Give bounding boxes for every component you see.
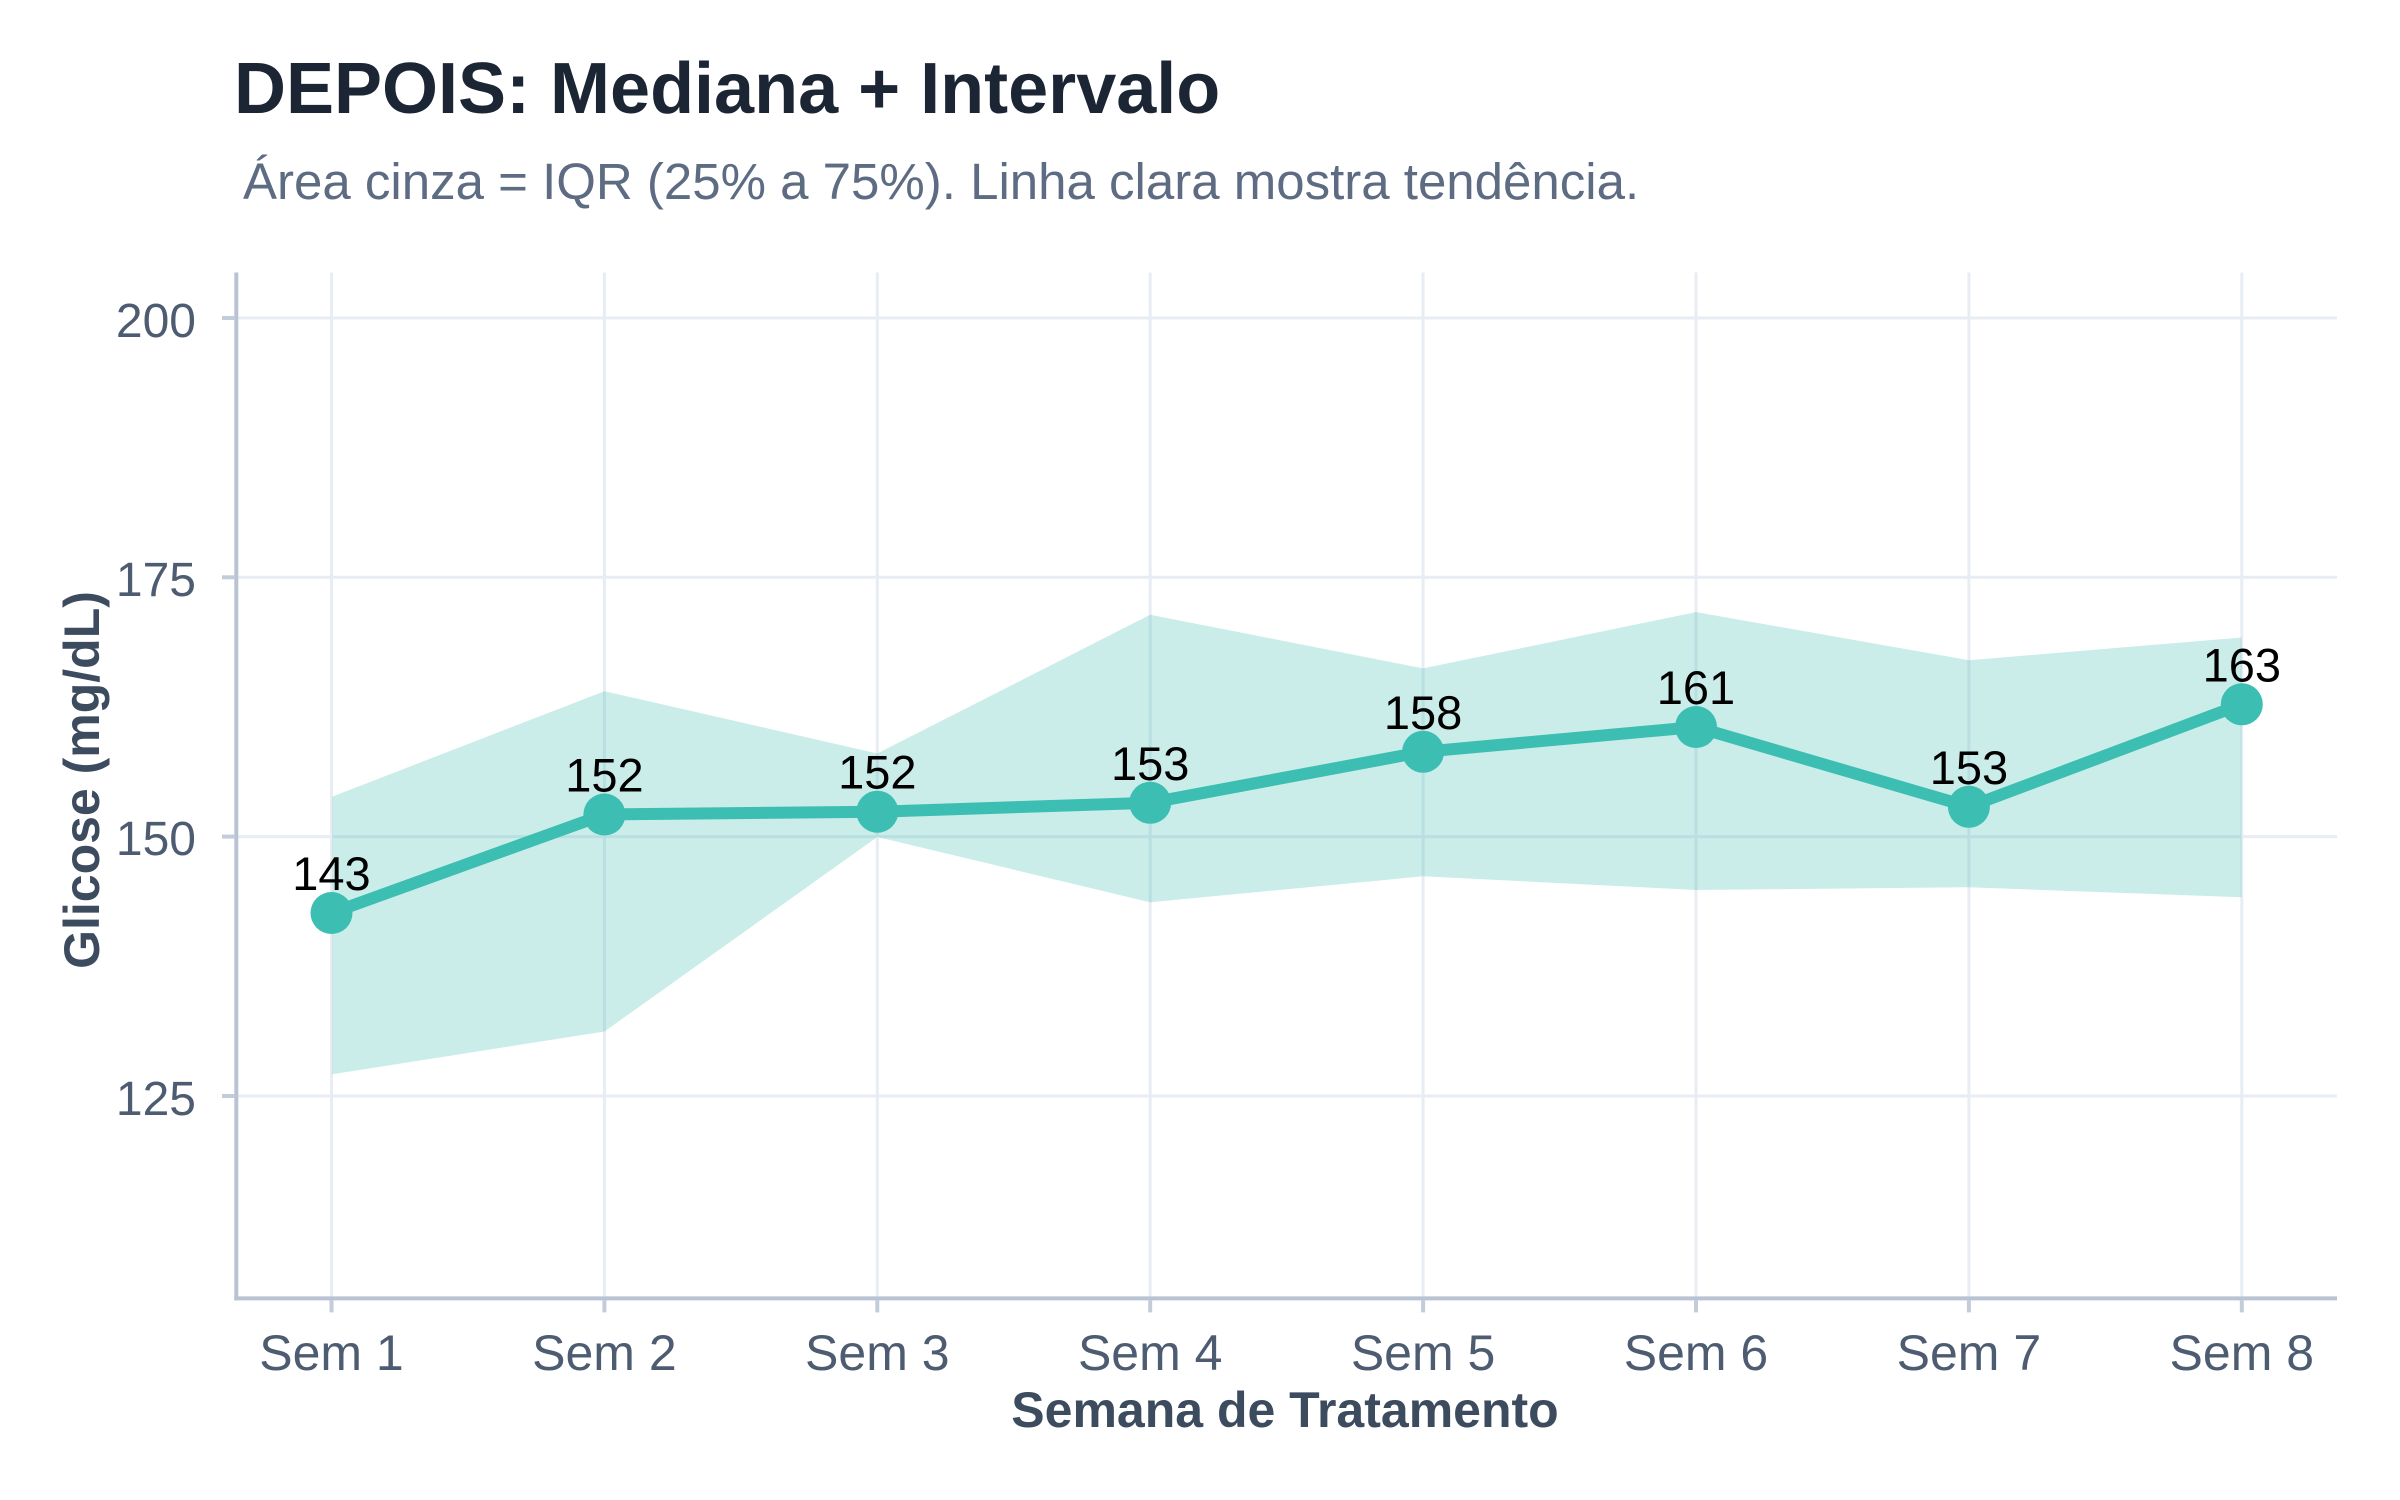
svg-text:Semana de Tratamento: Semana de Tratamento [1011, 1382, 1558, 1438]
svg-text:Sem 1: Sem 1 [259, 1325, 404, 1381]
svg-text:125: 125 [116, 1073, 196, 1126]
svg-text:143: 143 [292, 847, 370, 900]
svg-text:152: 152 [565, 749, 643, 802]
svg-text:Sem 3: Sem 3 [805, 1325, 950, 1381]
svg-text:Sem 5: Sem 5 [1351, 1325, 1496, 1381]
svg-text:DEPOIS: Mediana + Intervalo: DEPOIS: Mediana + Intervalo [234, 49, 1220, 129]
svg-text:Glicose (mg/dL): Glicose (mg/dL) [54, 591, 110, 969]
svg-text:Sem 7: Sem 7 [1897, 1325, 2042, 1381]
svg-text:161: 161 [1657, 661, 1735, 714]
svg-text:158: 158 [1384, 686, 1462, 739]
svg-text:200: 200 [116, 295, 196, 348]
svg-text:Sem 6: Sem 6 [1624, 1325, 1769, 1381]
svg-text:175: 175 [116, 554, 196, 607]
svg-text:153: 153 [1111, 737, 1189, 790]
svg-text:152: 152 [838, 746, 916, 799]
svg-text:153: 153 [1930, 741, 2008, 794]
svg-text:Sem 8: Sem 8 [2170, 1325, 2315, 1381]
svg-text:150: 150 [116, 813, 196, 866]
svg-text:Área cinza = IQR (25% a 75%).: Área cinza = IQR (25% a 75%). Linha clar… [243, 153, 1639, 210]
svg-text:163: 163 [2203, 638, 2281, 691]
svg-text:Sem 4: Sem 4 [1078, 1325, 1223, 1381]
svg-text:Sem 2: Sem 2 [532, 1325, 677, 1381]
